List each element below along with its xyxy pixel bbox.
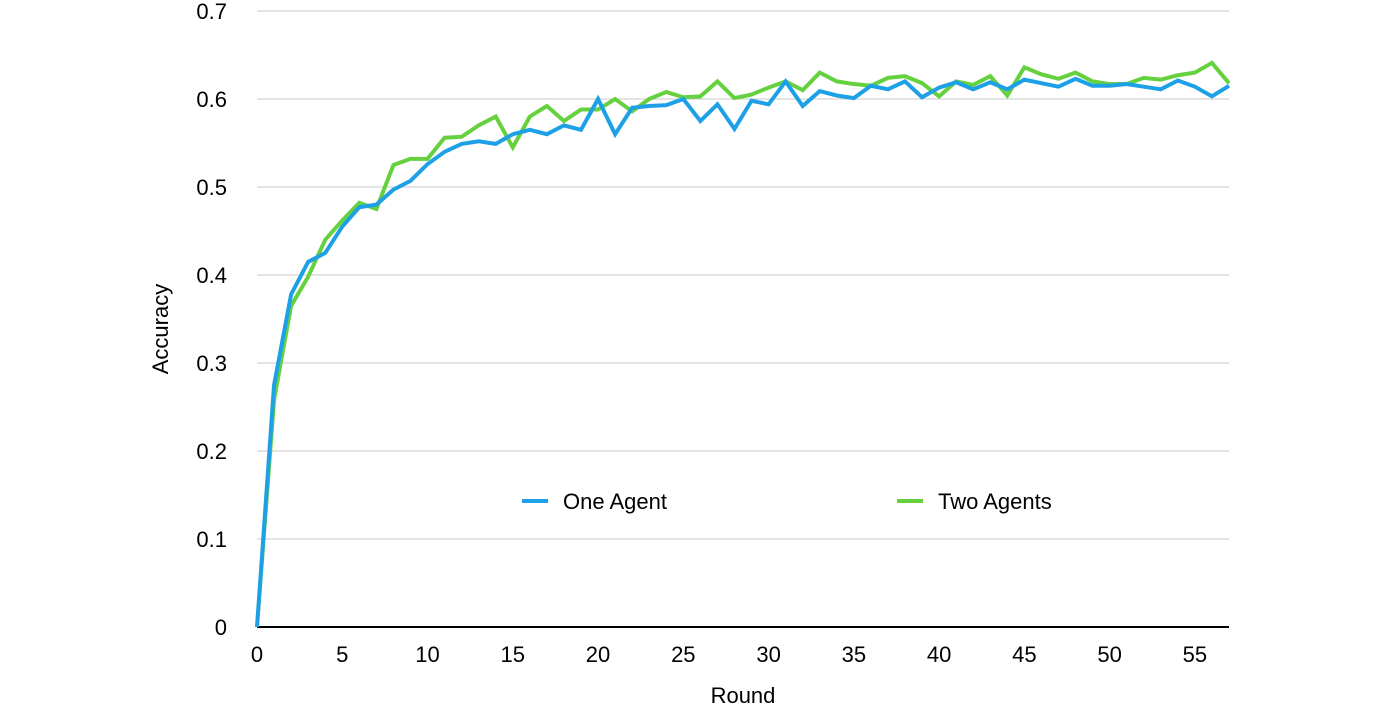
y-tick-label-4: 0.4 xyxy=(196,263,227,288)
gridlines xyxy=(257,10,1229,540)
x-tick-label-5: 25 xyxy=(671,642,695,667)
x-tick-label-6: 30 xyxy=(756,642,780,667)
y-tick-label-2: 0.2 xyxy=(196,439,227,464)
y-tick-label-5: 0.5 xyxy=(196,175,227,200)
series-lines xyxy=(255,60,1231,628)
series-line-one-agent xyxy=(255,76,1231,628)
y-axis-title: Accuracy xyxy=(148,284,173,374)
x-tick-label-11: 55 xyxy=(1183,642,1207,667)
y-tick-label-0: 0 xyxy=(215,615,227,640)
x-tick-label-9: 45 xyxy=(1012,642,1036,667)
x-tick-label-1: 5 xyxy=(336,642,348,667)
x-tick-label-0: 0 xyxy=(251,642,263,667)
x-tick-label-2: 10 xyxy=(415,642,439,667)
legend-label-0: One Agent xyxy=(563,489,667,514)
y-tick-label-3: 0.3 xyxy=(196,351,227,376)
axes: 0 0.1 0.2 0.3 0.4 0.5 0.6 0.7 0 5 10 15 20 25 30 35 40 45… xyxy=(196,0,1229,667)
x-tick-label-7: 35 xyxy=(842,642,866,667)
x-axis-title: Round xyxy=(711,683,776,706)
legend: One Agent Two Agents xyxy=(522,489,1052,514)
y-tick-label-6: 0.6 xyxy=(196,87,227,112)
legend-label-1: Two Agents xyxy=(938,489,1052,514)
x-tick-label-3: 15 xyxy=(501,642,525,667)
x-tick-label-8: 40 xyxy=(927,642,951,667)
y-tick-label-7: 0.7 xyxy=(196,0,227,24)
y-tick-label-1: 0.1 xyxy=(196,527,227,552)
x-tick-label-10: 50 xyxy=(1097,642,1121,667)
series-line-two-agents xyxy=(255,60,1231,628)
x-tick-label-4: 20 xyxy=(586,642,610,667)
